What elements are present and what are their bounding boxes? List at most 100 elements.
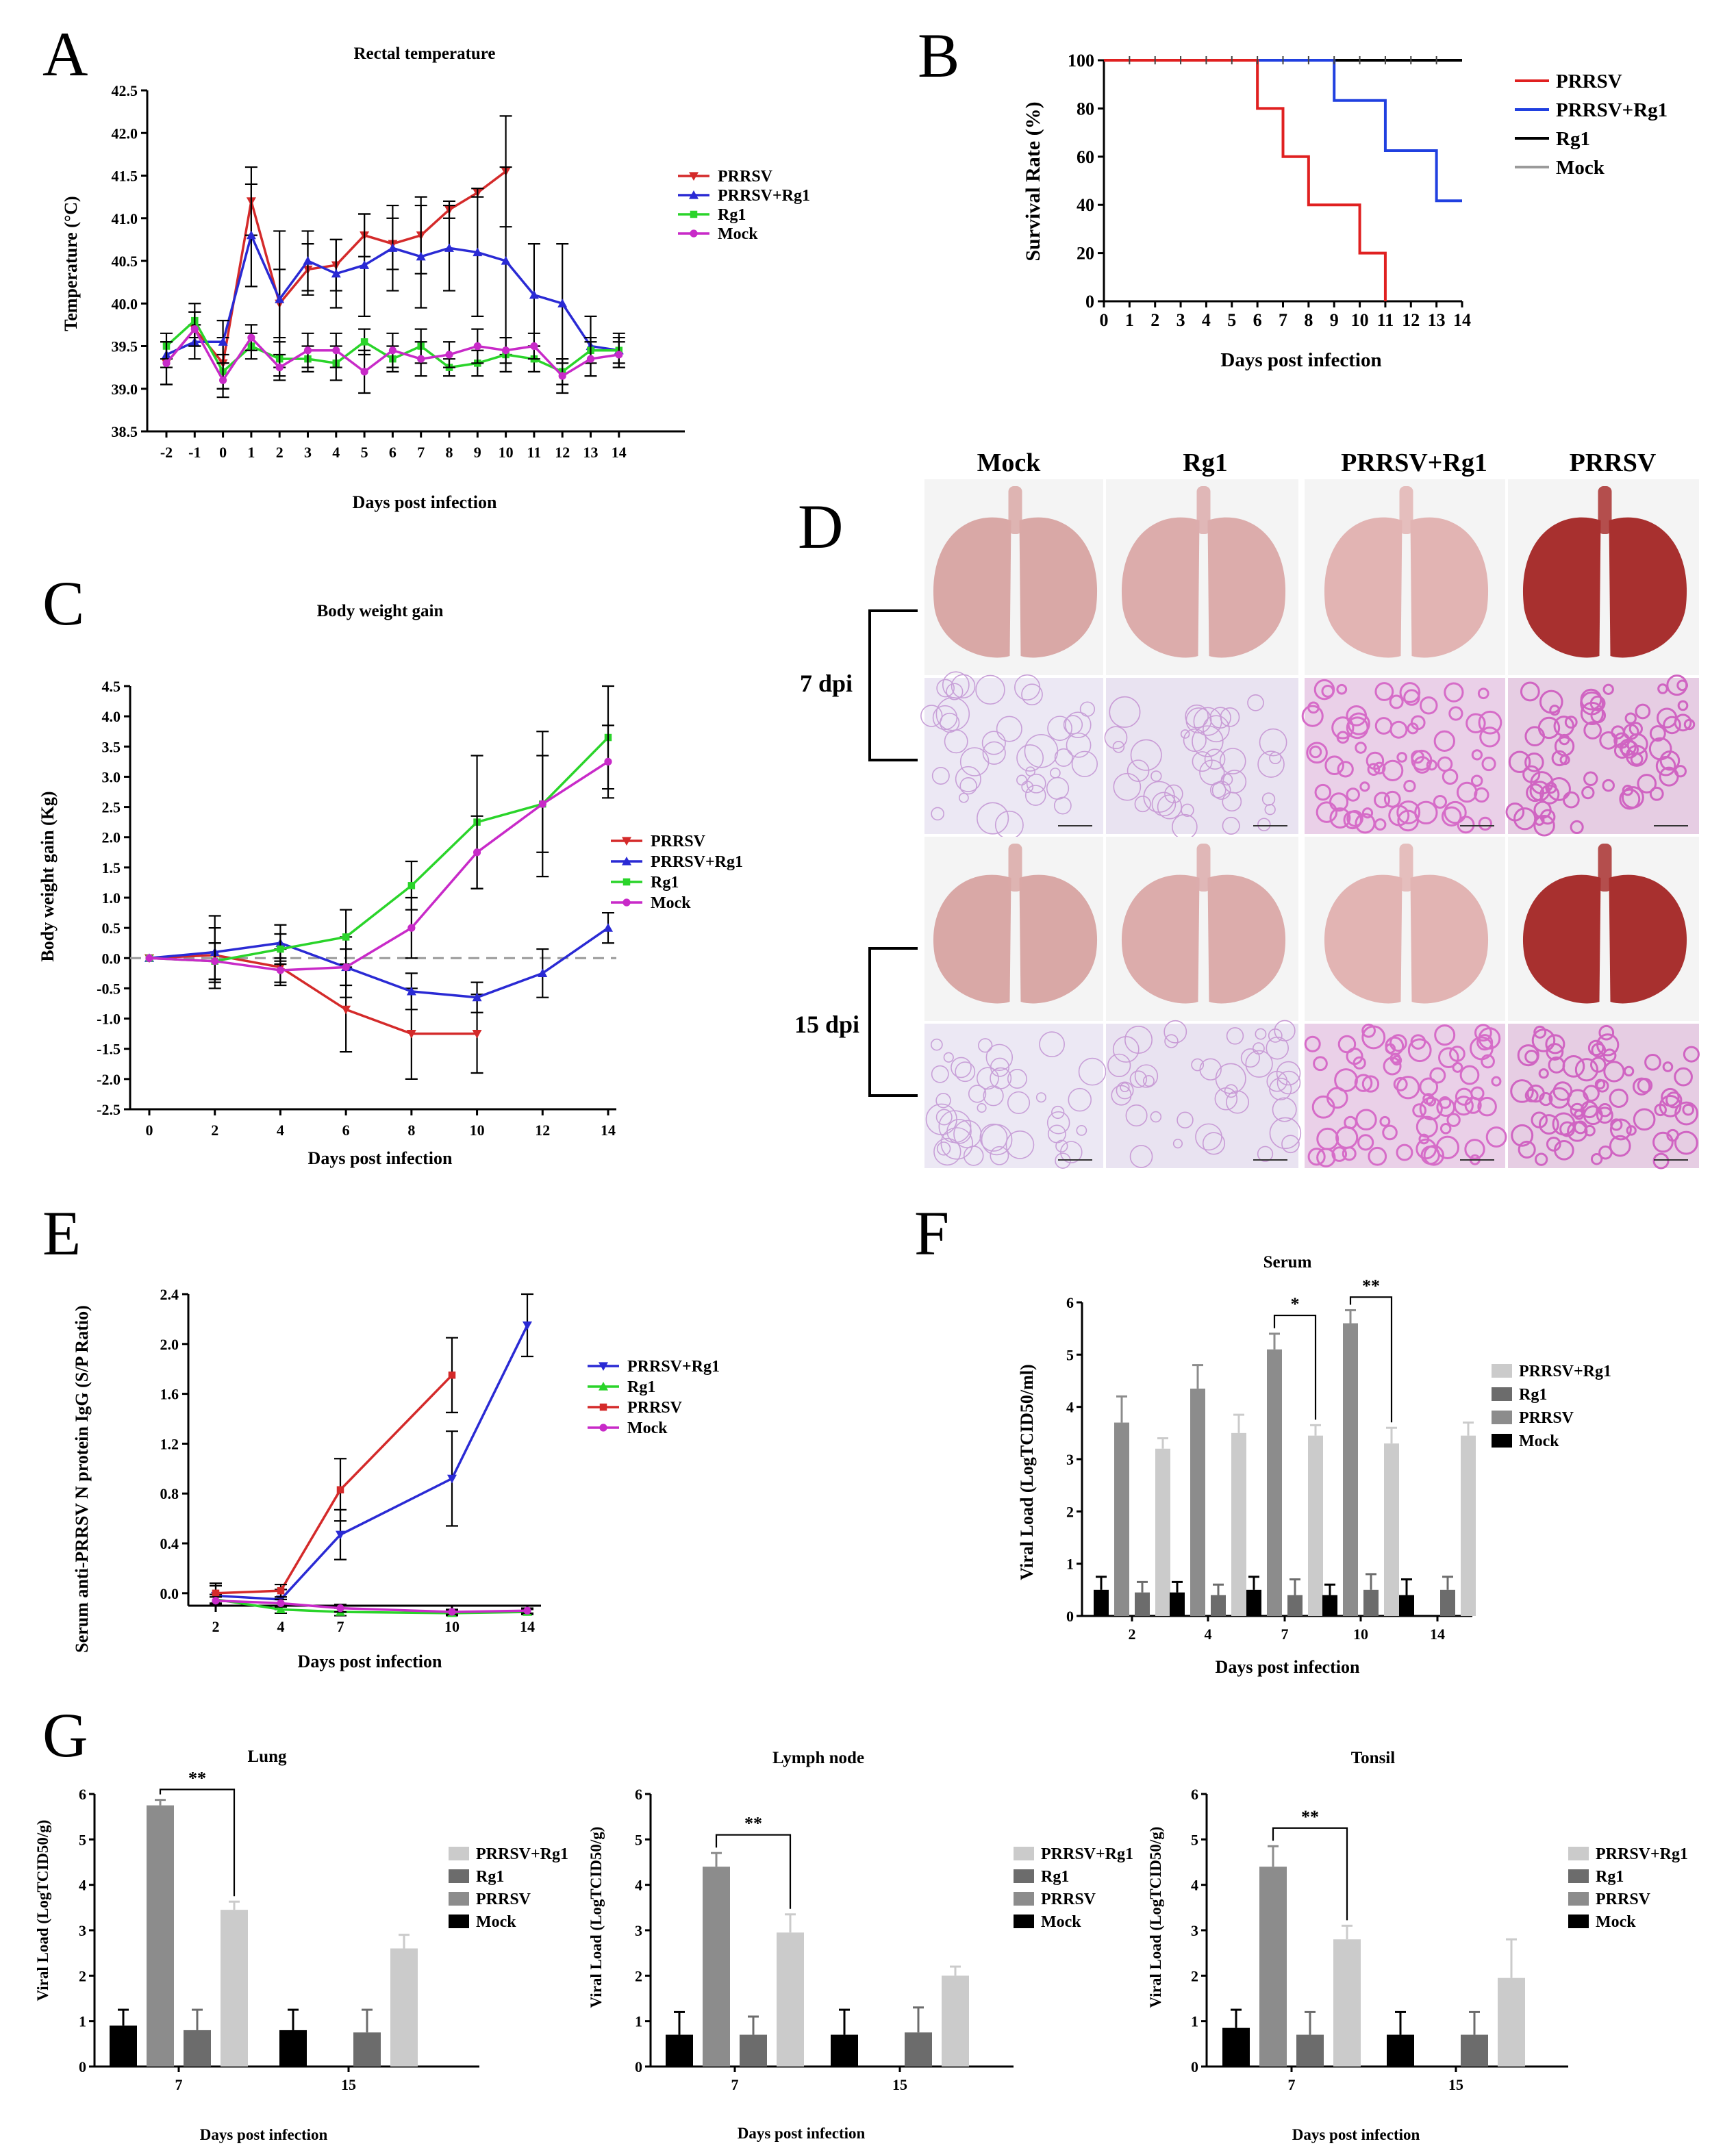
bar-mock <box>279 2030 307 2067</box>
legend-label-prrsv-rg1: PRRSV+Rg1 <box>1041 1845 1133 1863</box>
alveolus-mark <box>976 1067 999 1090</box>
alveolus-mark <box>968 1085 987 1103</box>
alveolus-mark <box>1441 806 1462 827</box>
alveolus-mark <box>1183 728 1207 753</box>
point-rg1 <box>342 933 350 941</box>
bar-prrsv-rg1 <box>221 1910 248 2067</box>
alveolus-mark <box>1674 1101 1698 1126</box>
alveolus-mark <box>1053 796 1072 815</box>
alveolus-mark <box>1359 781 1370 792</box>
alveolus-mark <box>1257 750 1285 778</box>
point-prrsv-rg1 <box>406 986 416 996</box>
y-tick-label: 6 <box>1066 1294 1074 1311</box>
y-tick-label: 41.0 <box>112 210 138 227</box>
alveolus-mark <box>1219 748 1246 774</box>
point-prrsv-rg1 <box>538 968 548 977</box>
histology-rg1-15dpi <box>1106 1020 1302 1168</box>
y-tick-label: 3 <box>635 1922 642 1939</box>
alveolus-mark <box>1546 1043 1564 1061</box>
lung-trachea <box>1598 844 1612 892</box>
series-rg1 <box>145 685 614 981</box>
alveolus-mark <box>932 705 958 731</box>
alveolus-mark <box>977 1103 987 1113</box>
line-prrsv-rg1 <box>215 1324 529 1601</box>
alveolus-mark <box>1574 1058 1598 1082</box>
alveolus-mark <box>943 1052 954 1063</box>
y-tick-label: 0 <box>1191 2058 1198 2075</box>
alveolus-mark <box>1195 1123 1222 1151</box>
lung-trachea <box>1598 486 1612 534</box>
histology-mock-7dpi <box>920 671 1103 839</box>
y-tick-label: 1 <box>635 2013 642 2030</box>
y-tick-label: 1.2 <box>160 1435 179 1452</box>
alveolus-mark <box>1613 742 1631 759</box>
x-tick-label: 7 <box>1281 1626 1289 1643</box>
alveolus-mark <box>1470 774 1483 787</box>
y-tick-label: 2 <box>1066 1503 1074 1520</box>
y-tick-label: 3.5 <box>102 738 121 755</box>
point-prrsv-rg1 <box>447 1474 457 1484</box>
line-rg1 <box>149 736 609 963</box>
alveolus-mark <box>1652 1152 1670 1170</box>
alveolus-mark <box>953 1120 982 1148</box>
alveolus-mark <box>1478 816 1492 831</box>
alveolus-mark <box>1383 1057 1402 1076</box>
point-mock <box>445 351 453 359</box>
alveolus-mark <box>1649 786 1664 801</box>
y-tick-label: 5 <box>79 1831 86 1848</box>
alveolus-mark <box>1444 682 1464 703</box>
lung-left-lobe <box>1522 874 1601 1004</box>
x-tick-label: 10 <box>444 1618 460 1635</box>
point-prrsv-rg1 <box>529 290 539 299</box>
panel-c-ylabel: Body weight gain (Kg) <box>38 791 58 961</box>
x-tick-label: 3 <box>304 444 312 461</box>
alveolus-mark <box>1429 1067 1446 1084</box>
y-tick-label: 0 <box>1066 1608 1074 1625</box>
legend-label-rg1: Rg1 <box>627 1378 655 1396</box>
alveolus-mark <box>1602 683 1614 695</box>
legend-marker-prrsv <box>622 837 631 846</box>
alveolus-mark <box>1021 781 1034 794</box>
y-tick-label: 5 <box>1191 1831 1198 1848</box>
x-tick-label: 7 <box>175 2076 183 2093</box>
y-tick-label: -1.0 <box>97 1011 121 1028</box>
lung-right-lobe <box>1410 517 1489 658</box>
alveolus-mark <box>925 1103 957 1135</box>
alveolus-mark <box>1192 725 1224 757</box>
y-tick-label: 0.0 <box>102 950 121 967</box>
alveolus-mark <box>1353 1056 1366 1070</box>
point-mock <box>162 359 171 368</box>
legend-label-mock: Mock <box>718 225 758 243</box>
alveolus-mark <box>1407 722 1419 735</box>
alveolus-mark <box>1035 1092 1046 1103</box>
alveolus-mark <box>1383 790 1401 808</box>
alveolus-mark <box>1524 1088 1539 1102</box>
legend: PRRSV+Rg1 Rg1 PRRSV Mock <box>1014 1845 1133 1931</box>
legend-swatch-mock <box>1492 1434 1512 1448</box>
point-prrsv-rg1 <box>416 251 426 261</box>
alveolus-mark <box>1434 1024 1456 1046</box>
y-tick-label: 100 <box>1068 51 1094 71</box>
alveolus-mark <box>1465 713 1486 733</box>
alveolus-mark <box>1374 717 1393 735</box>
significance-label: ** <box>744 1814 762 1834</box>
legend-label-prrsv: PRRSV <box>627 1399 683 1417</box>
lung-right-lobe <box>1410 874 1489 1004</box>
alveolus-mark <box>1046 1111 1070 1135</box>
panel-d-col-prrsv: PRRSV <box>1570 448 1657 477</box>
legend-label-prrsv: PRRSV <box>476 1891 531 1908</box>
x-tick-label: 11 <box>1377 310 1394 330</box>
point-mock <box>336 1604 344 1613</box>
x-tick-label: 6 <box>342 1122 350 1139</box>
alveolus-mark <box>951 674 976 698</box>
legend-label-prrsv-rg1: PRRSV+Rg1 <box>476 1845 568 1863</box>
alveolus-mark <box>1247 694 1264 711</box>
alveolus-mark <box>1574 1109 1585 1120</box>
y-tick-label: 4 <box>635 1877 642 1894</box>
point-rg1 <box>277 945 284 953</box>
alveolus-mark <box>1047 716 1072 742</box>
y-tick-label: 60 <box>1077 147 1094 167</box>
alveolus-mark <box>1112 741 1125 753</box>
alveolus-mark <box>1355 742 1367 754</box>
alveolus-mark <box>1191 1058 1205 1072</box>
